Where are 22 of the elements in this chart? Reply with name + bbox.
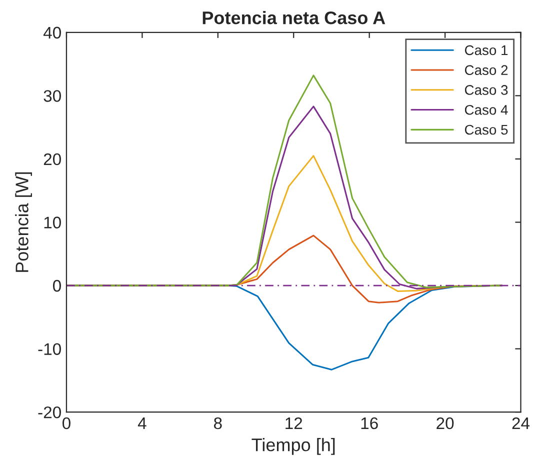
y-tick-label: 40 xyxy=(43,26,61,39)
legend-label: Caso 1 xyxy=(464,45,508,56)
x-tick-label: 0 xyxy=(62,417,70,430)
x-tick-label: 8 xyxy=(214,417,222,430)
y-tick-label: -10 xyxy=(38,343,61,355)
x-tick-label: 12 xyxy=(286,417,302,430)
legend-label: Caso 2 xyxy=(464,65,508,76)
x-axis-title: Tiempo [h] xyxy=(252,438,335,455)
x-tick-label: 20 xyxy=(436,417,454,430)
legend-label: Caso 3 xyxy=(464,85,508,95)
y-tick-label: 30 xyxy=(44,90,61,102)
y-tick-label: -20 xyxy=(38,406,61,418)
chart-title: Potencia neta Caso A xyxy=(202,10,386,24)
x-tick-label: 4 xyxy=(138,418,146,430)
x-tick-label: 16 xyxy=(361,417,378,430)
legend-label: Caso 5 xyxy=(464,124,508,135)
y-tick-label: 10 xyxy=(44,216,61,228)
y-axis-title: Potencia [W] xyxy=(15,172,32,272)
y-tick-label: 20 xyxy=(44,153,61,166)
y-tick-label: 0 xyxy=(53,280,61,292)
x-tick-label: 24 xyxy=(512,417,530,430)
legend-label: Caso 4 xyxy=(464,104,508,115)
